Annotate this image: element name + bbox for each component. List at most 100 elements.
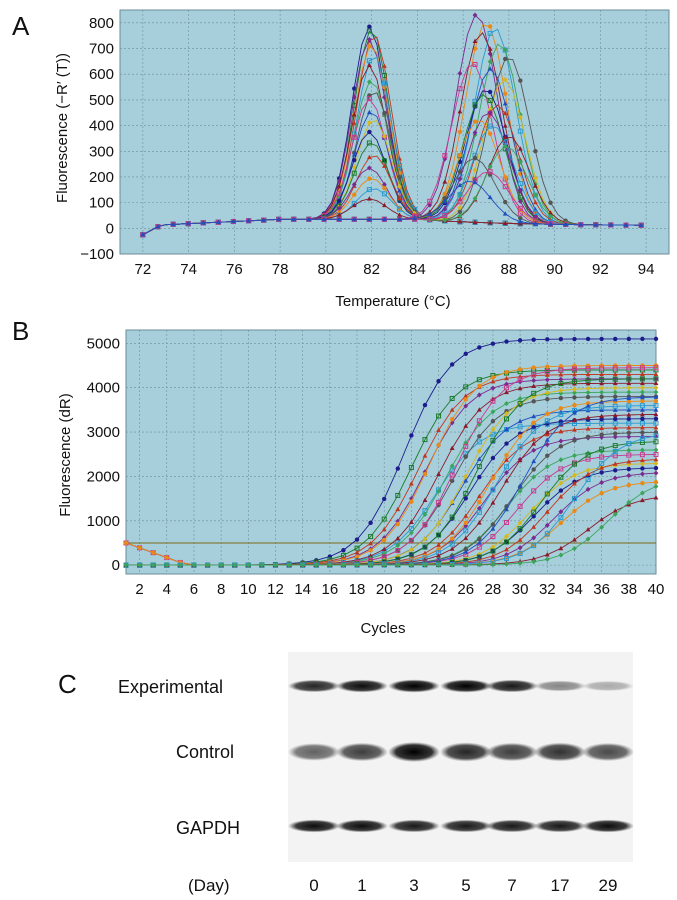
- amplification-curve-point: [422, 402, 428, 408]
- day-labels: 0 1 3 5 7 17 29: [309, 876, 617, 895]
- amplification-curve-point: [626, 412, 632, 417]
- amplification-curve-point: [490, 455, 496, 461]
- amplification-curve-point: [572, 417, 577, 423]
- amplification-curve-point: [449, 445, 455, 450]
- amplification-curve-point: [313, 562, 319, 568]
- melt-curve-point: [517, 218, 523, 224]
- amplification-curve-point: [504, 389, 509, 395]
- amplification-curve-point: [653, 394, 659, 399]
- amplification-curve-point: [422, 471, 428, 477]
- amplification-curve-point: [531, 559, 537, 565]
- melt-curve-point: [276, 216, 282, 222]
- amplification-curve-point: [463, 403, 469, 409]
- amplification-curve-point: [558, 466, 564, 472]
- amplification-curve-point: [612, 508, 618, 513]
- amplification-curve-point: [436, 488, 441, 494]
- amplification-curve-point: [544, 390, 550, 396]
- amplification-curve-point: [517, 551, 523, 557]
- melt-curve-point: [578, 222, 584, 227]
- amplification-curve-point: [408, 530, 414, 536]
- melt-curve-point: [457, 176, 463, 182]
- amplification-curve-point: [286, 562, 292, 568]
- melt-curve-point: [155, 224, 161, 229]
- melt-curve-point: [170, 221, 176, 227]
- amplification-curve-point: [653, 416, 659, 421]
- amplification-curve-point: [613, 485, 618, 491]
- amplification-curve-point: [585, 389, 591, 396]
- x-tick-label: 10: [240, 581, 257, 598]
- melt-curve-line: [142, 180, 642, 236]
- amplification-curve-point: [381, 562, 387, 568]
- amplification-curve-point: [463, 440, 469, 446]
- amplification-curve-point: [599, 516, 605, 522]
- amplification-curve-point: [531, 474, 537, 480]
- y-tick-label: 100: [89, 195, 114, 212]
- amplification-curve-point: [531, 514, 536, 519]
- amplification-curve-point: [449, 562, 455, 568]
- y-tick-label: 300: [89, 143, 114, 160]
- amplification-x-ticks: 2 4 6 8 10 12 14 16 18 20 22 24 26 28 30 32 34 36 38 40: [135, 581, 664, 598]
- amplification-curve-point: [640, 471, 645, 477]
- amplification-curve-point: [531, 399, 536, 404]
- amplification-curve-point: [571, 461, 577, 467]
- amplification-curve-point: [585, 377, 591, 383]
- panel-label-a: A: [12, 11, 30, 41]
- amplification-curve-point: [449, 416, 455, 422]
- melt-curve-point: [487, 46, 493, 51]
- melt-curve-point: [381, 191, 387, 197]
- amplification-curve-point: [653, 479, 659, 485]
- amplification-y-axis-label: Fluorescence (dR): [57, 393, 74, 516]
- amplification-curve-point: [612, 385, 618, 391]
- amplification-curve-point: [558, 438, 564, 444]
- amplification-curve-point: [613, 394, 618, 399]
- amplification-curve-point: [544, 384, 550, 390]
- amplification-curve-point: [599, 524, 605, 530]
- melt-curve-point: [472, 119, 478, 124]
- amplification-curve-point: [436, 542, 441, 547]
- melt-curve-point: [487, 30, 493, 36]
- melt-curve-point: [382, 202, 387, 208]
- amplification-curve-point: [504, 370, 509, 375]
- amplification-curve-point: [504, 457, 509, 462]
- amplification-curve-point: [544, 368, 550, 374]
- amplification-curve-point: [612, 461, 618, 466]
- melt-curve-point: [472, 38, 478, 44]
- amplification-curve-point: [572, 336, 577, 342]
- amplification-curve-point: [490, 487, 496, 493]
- amplification-curve-point: [177, 562, 183, 568]
- amplification-curve-point: [463, 423, 469, 428]
- amplification-curve-point: [354, 537, 360, 542]
- amplification-curve-point: [558, 387, 564, 394]
- amplification-curve-point: [490, 385, 496, 391]
- amplification-curve-point: [164, 555, 169, 560]
- amplification-curve-point: [218, 562, 224, 568]
- amplification-curve-point: [531, 390, 537, 396]
- amplification-curve-point: [640, 380, 645, 386]
- amplification-curve-point: [449, 472, 455, 478]
- y-tick-label: 200: [89, 169, 114, 186]
- amplification-curve-point: [585, 467, 591, 473]
- melt-curve-point: [517, 166, 523, 172]
- day-axis-label: (Day): [188, 876, 230, 895]
- amplification-curve-point: [232, 562, 238, 568]
- amplification-curve-point: [612, 412, 618, 418]
- blot-band: [288, 743, 340, 761]
- melt-curve-point: [351, 170, 357, 176]
- amplification-curve-point: [137, 545, 142, 551]
- amplification-curve-point: [612, 380, 618, 386]
- melt-curve-point: [502, 76, 508, 83]
- amplification-curve-point: [531, 383, 537, 388]
- amplification-curve-point: [599, 449, 605, 455]
- melt-curve-point: [502, 47, 508, 53]
- amplification-curve-point: [327, 562, 333, 568]
- amplification-curve-point: [436, 553, 441, 558]
- amplification-curve-point: [626, 459, 632, 464]
- blot-band: [534, 680, 586, 692]
- amplification-curve-point: [544, 475, 550, 481]
- amplification-curve-point: [449, 554, 455, 560]
- melt-curve-point: [548, 210, 553, 215]
- melt-curve-point: [366, 187, 372, 193]
- amplification-curve-point: [640, 336, 645, 342]
- amplification-curve-point: [408, 519, 414, 525]
- amplification-curve-point: [639, 452, 645, 458]
